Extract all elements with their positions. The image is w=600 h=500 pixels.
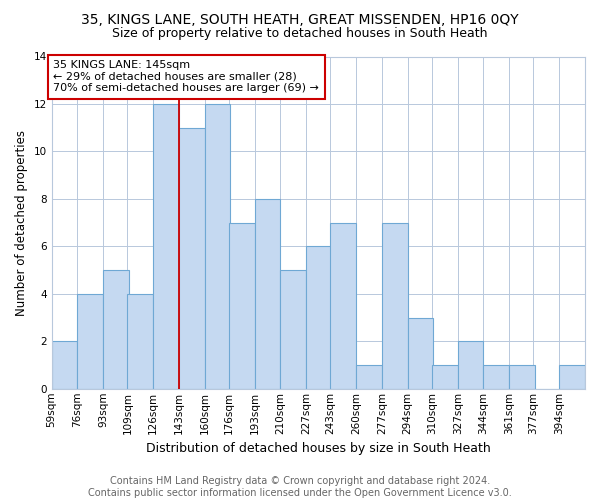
X-axis label: Distribution of detached houses by size in South Heath: Distribution of detached houses by size … [146,442,491,455]
Bar [356,365,382,389]
Bar [331,222,356,389]
Bar [254,199,280,389]
Bar [306,246,332,389]
Bar [153,104,179,389]
Bar [559,365,585,389]
Bar [280,270,306,389]
Bar [52,342,77,389]
Bar [205,104,230,389]
Bar [382,222,408,389]
Bar [484,365,509,389]
Bar [458,342,484,389]
Text: 35, KINGS LANE, SOUTH HEATH, GREAT MISSENDEN, HP16 0QY: 35, KINGS LANE, SOUTH HEATH, GREAT MISSE… [81,12,519,26]
Text: Contains HM Land Registry data © Crown copyright and database right 2024.
Contai: Contains HM Land Registry data © Crown c… [88,476,512,498]
Bar [509,365,535,389]
Bar [179,128,205,389]
Bar [103,270,129,389]
Bar [432,365,458,389]
Bar [229,222,254,389]
Y-axis label: Number of detached properties: Number of detached properties [15,130,28,316]
Bar [408,318,433,389]
Bar [77,294,103,389]
Bar [127,294,153,389]
Text: Size of property relative to detached houses in South Heath: Size of property relative to detached ho… [112,28,488,40]
Text: 35 KINGS LANE: 145sqm
← 29% of detached houses are smaller (28)
70% of semi-deta: 35 KINGS LANE: 145sqm ← 29% of detached … [53,60,319,94]
